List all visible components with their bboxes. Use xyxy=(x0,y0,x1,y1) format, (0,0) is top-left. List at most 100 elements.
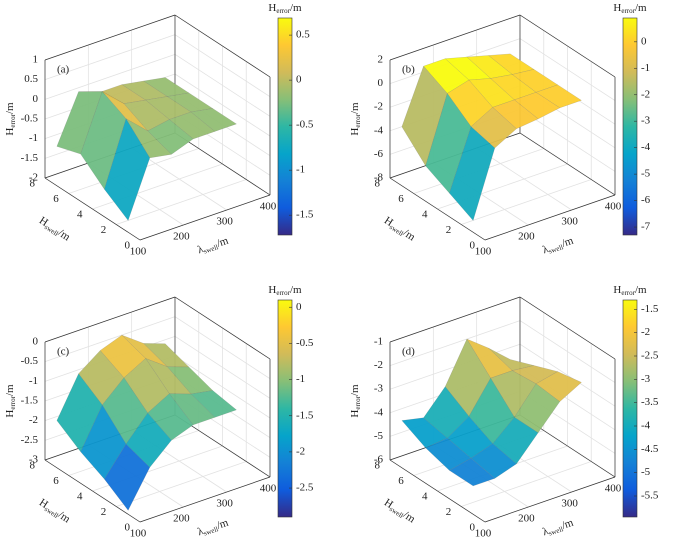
surface-face xyxy=(449,458,496,487)
label-symbol: λ xyxy=(196,525,206,538)
x-tick-label: 400 xyxy=(260,483,277,495)
axis-edge xyxy=(44,177,141,241)
x-tick-label: 400 xyxy=(605,201,622,213)
label-symbol: λ xyxy=(541,525,551,538)
grid-line xyxy=(174,355,271,419)
panel: -2 -1.5 -1 -0.5 0 0.5 1 100 200 300 400 0 2 4 6 8 λswell… xyxy=(4,2,314,258)
y-tick-label: 6 xyxy=(398,475,404,487)
colorbar-tick-label: 0.5 xyxy=(296,29,310,41)
z-tick-label: -2 xyxy=(374,101,383,113)
surface-face xyxy=(104,118,150,221)
y-tick-label: 8 xyxy=(30,178,36,190)
axis-edge xyxy=(44,14,176,61)
z-tick-label: 2 xyxy=(378,54,384,66)
colorbar-tick-label: -2 xyxy=(641,88,650,100)
axis-edge xyxy=(519,296,616,360)
x-tick-label: 200 xyxy=(518,513,535,525)
colorbar-tick-label: -1.5 xyxy=(296,209,314,221)
z-tick-label: -0.5 xyxy=(21,355,39,367)
colorbar-tick-label: -1.5 xyxy=(296,409,314,421)
colorbar-tick-label: -6 xyxy=(641,194,651,206)
z-tick-label: -3 xyxy=(374,383,384,395)
z-axis-label: Herror/m xyxy=(349,102,362,136)
colorbar-label: Herror/m xyxy=(268,284,302,297)
label-unit: /m xyxy=(290,2,302,14)
y-tick-label: 8 xyxy=(375,460,381,472)
y-tick-label: 6 xyxy=(53,475,59,487)
panel-label: (b) xyxy=(402,64,415,76)
colorbar-tick-label: -5 xyxy=(641,168,651,180)
grid-line xyxy=(174,53,271,117)
grid-line xyxy=(519,343,616,407)
x-tick-label: 300 xyxy=(561,498,578,510)
colorbar xyxy=(277,299,293,518)
grid-line xyxy=(174,316,271,380)
label-unit: /m xyxy=(560,234,575,249)
label-symbol: λ xyxy=(541,243,551,256)
label-unit: /m xyxy=(635,284,647,296)
x-axis-label: λswell/m xyxy=(196,516,231,539)
y-tick-label: 6 xyxy=(53,193,59,205)
panel-label: (c) xyxy=(57,346,70,358)
axis-edge xyxy=(174,14,271,78)
y-tick-label: 4 xyxy=(77,209,83,221)
axis-edge xyxy=(174,296,271,360)
label-unit: /m xyxy=(215,516,230,531)
colorbar-tick-label: -1 xyxy=(296,164,305,176)
axis-edge xyxy=(389,296,521,343)
label-unit: /m xyxy=(349,384,361,396)
label-symbol: H xyxy=(613,284,621,296)
z-tick-label: -2 xyxy=(29,414,38,426)
y-tick-label: 8 xyxy=(375,178,381,190)
colorbar-tick-label: -3 xyxy=(641,115,651,127)
label-symbol: H xyxy=(268,284,276,296)
z-tick-label: 0 xyxy=(378,77,384,89)
z-tick-label: -0.5 xyxy=(21,113,39,125)
label-symbol: H xyxy=(613,2,621,14)
z-tick-label: -4 xyxy=(374,124,384,136)
grid-line xyxy=(519,320,616,383)
z-tick-label: -1 xyxy=(29,132,38,144)
colorbar-tick-label: -5.5 xyxy=(641,490,659,502)
grid-line xyxy=(44,316,176,363)
label-symbol: λ xyxy=(196,243,206,256)
grid-line xyxy=(174,335,271,399)
y-tick-label: 4 xyxy=(77,491,83,503)
y-tick-label: 4 xyxy=(422,491,428,503)
label-unit: /m xyxy=(215,234,230,249)
y-tick-label: 6 xyxy=(398,193,404,205)
z-axis-label: Herror/m xyxy=(349,384,362,418)
label-unit: /m xyxy=(290,284,302,296)
x-axis-label: λswell/m xyxy=(541,516,576,539)
x-tick-label: 300 xyxy=(216,216,233,228)
x-tick-label: 300 xyxy=(561,216,578,228)
label-subscript: error xyxy=(9,395,17,409)
label-subscript: error xyxy=(9,113,17,127)
axis-edge xyxy=(389,459,486,523)
y-tick-label: 2 xyxy=(101,224,107,236)
z-tick-label: 1 xyxy=(33,54,39,66)
label-subscript: error xyxy=(354,395,362,409)
colorbar-label: Herror/m xyxy=(268,2,302,15)
axis-edge xyxy=(389,177,486,241)
colorbar-tick-label: -1 xyxy=(641,62,650,74)
x-tick-label: 200 xyxy=(173,231,190,243)
axis-edge xyxy=(139,476,271,523)
grid-line xyxy=(461,179,592,225)
label-subscript: error xyxy=(621,289,635,297)
z-tick-label: -1.5 xyxy=(21,395,39,407)
z-tick-label: -4 xyxy=(374,406,384,418)
grid-line xyxy=(519,38,616,101)
x-tick-label: 100 xyxy=(475,246,492,258)
colorbar-tick-label: 0 xyxy=(296,301,302,313)
colorbar xyxy=(277,17,293,236)
label-unit: /m xyxy=(635,2,647,14)
colorbar-label: Herror/m xyxy=(613,284,647,297)
z-axis-label: Herror/m xyxy=(4,384,17,418)
axis-edge xyxy=(519,14,616,78)
axis-edge xyxy=(519,132,616,196)
colorbar-tick-label: -2 xyxy=(296,445,305,457)
label-subscript: error xyxy=(276,7,290,15)
z-tick-label: -1 xyxy=(374,336,383,348)
